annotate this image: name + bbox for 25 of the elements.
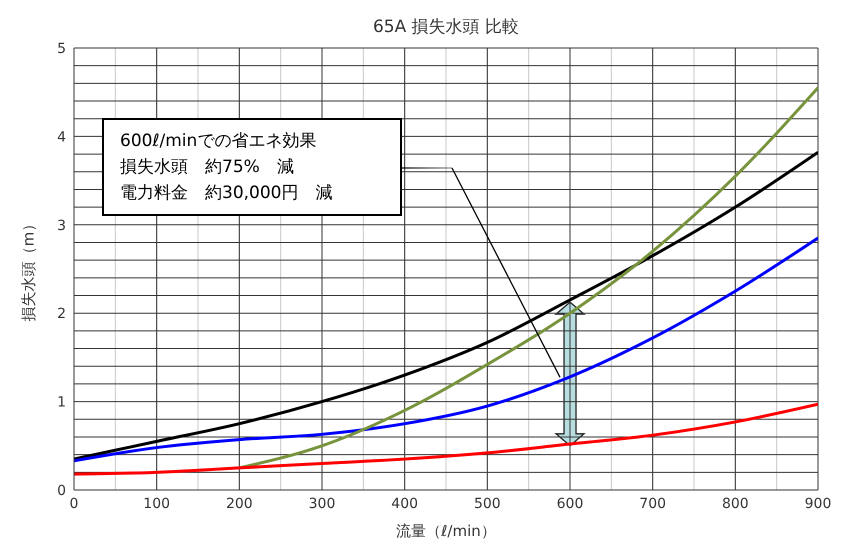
- line-series: [74, 236, 818, 462]
- annotation: 電力料金 約30,000円 減: [120, 182, 334, 205]
- x-tick-label: 500: [474, 496, 501, 512]
- line-series: [74, 150, 818, 461]
- x-tick-label: 600: [556, 496, 584, 512]
- chart-title: 65A 損失水頭 比較: [372, 17, 520, 37]
- x-tick-label: 200: [226, 496, 253, 512]
- x-tick-label: 300: [308, 496, 336, 512]
- x-tick-label: 800: [722, 496, 749, 512]
- x-tick-label: 700: [639, 496, 666, 512]
- y-axis-title: 損失水頭（m）: [19, 216, 38, 322]
- x-tick-label: 900: [804, 496, 832, 512]
- y-tick-label: 5: [57, 40, 66, 57]
- annotation: 600ℓ/minでの省エネ効果: [120, 130, 318, 153]
- y-tick-label: 2: [57, 306, 66, 322]
- y-tick-label: 4: [57, 129, 66, 146]
- x-tick-label: 0: [70, 496, 78, 512]
- y-tick-label: 0: [57, 482, 66, 499]
- annotation: 損失水頭 約75% 減: [120, 156, 295, 179]
- line-series: [74, 402, 818, 476]
- y-tick-label: 1: [57, 394, 66, 411]
- y-tick-label: 3: [57, 218, 66, 234]
- x-axis-title: 流量（ℓ/min）: [396, 522, 496, 540]
- x-tick-label: 400: [391, 496, 418, 512]
- x-tick-label: 100: [143, 496, 170, 512]
